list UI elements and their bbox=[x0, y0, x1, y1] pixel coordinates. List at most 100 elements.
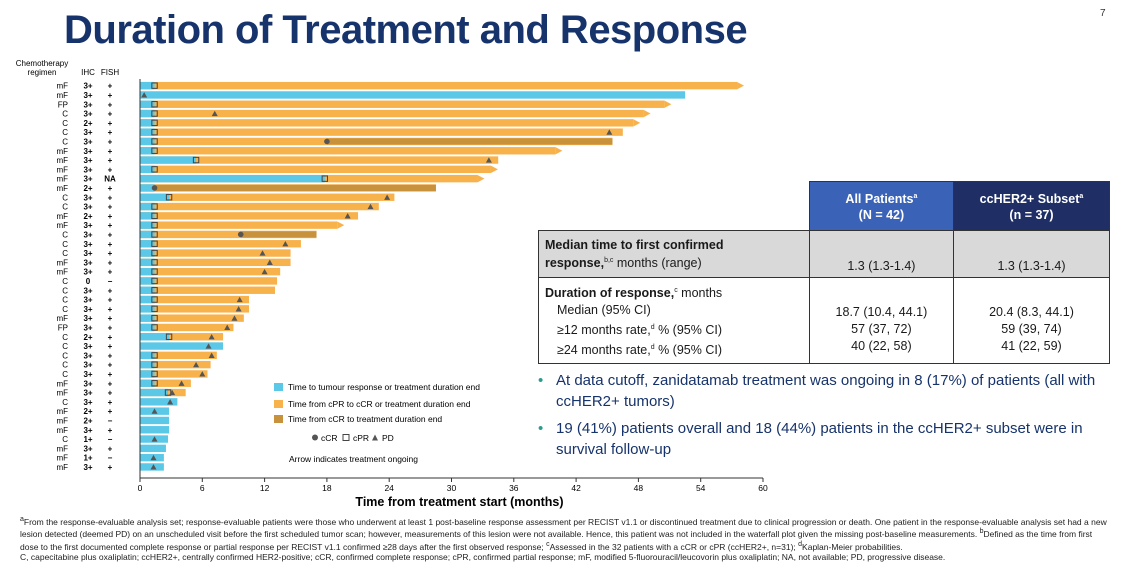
marker-cpr bbox=[151, 249, 158, 257]
regimen-label: mF bbox=[56, 175, 68, 184]
ihc-label: 3+ bbox=[83, 361, 92, 370]
marker-cpr bbox=[151, 287, 158, 294]
regimen-label: mF bbox=[56, 165, 68, 174]
regimen-header: Chemotherapy bbox=[16, 59, 68, 68]
regimen-label: C bbox=[62, 240, 68, 249]
row-dor: Duration of response,c months Median (95… bbox=[538, 276, 1111, 365]
regimen-label: C bbox=[62, 351, 68, 360]
bar-cyan bbox=[140, 174, 325, 183]
bar-cyan bbox=[140, 91, 686, 99]
regimen-label: mF bbox=[56, 268, 68, 277]
marker-ccr bbox=[324, 138, 330, 145]
bar-orange bbox=[140, 351, 217, 360]
bar-cyan bbox=[140, 119, 155, 127]
bar-orange bbox=[140, 156, 499, 164]
ihc-label: 3+ bbox=[83, 165, 92, 174]
marker-cpr bbox=[151, 361, 158, 368]
bar-cyan bbox=[140, 416, 170, 425]
bar-dark bbox=[154, 184, 436, 192]
ihc-header: IHC bbox=[81, 68, 95, 77]
marker-pd bbox=[169, 389, 176, 396]
marker-pd bbox=[151, 436, 158, 442]
fish-label: + bbox=[108, 100, 113, 109]
marker-cpr bbox=[151, 82, 158, 89]
bar-cyan bbox=[140, 193, 170, 201]
bar-cyan bbox=[140, 286, 155, 294]
bar-cyan bbox=[140, 398, 178, 406]
legend-label: Time to tumour response or treatment dur… bbox=[288, 382, 480, 392]
bar-cyan bbox=[140, 184, 155, 192]
regimen-label: mF bbox=[56, 389, 68, 398]
bar-orange bbox=[140, 323, 234, 332]
bar-orange bbox=[140, 379, 191, 387]
col-header-all: All Patientsa (N = 42) bbox=[808, 181, 954, 231]
fish-label: + bbox=[108, 361, 113, 370]
ihc-label: 3+ bbox=[83, 258, 92, 267]
bar-orange bbox=[140, 277, 278, 285]
bar-cyan bbox=[140, 277, 155, 285]
regimen-label: mF bbox=[56, 314, 68, 323]
fish-label: + bbox=[108, 82, 113, 91]
x-tick-label: 30 bbox=[447, 483, 457, 493]
bar-cyan bbox=[140, 267, 155, 276]
bar-orange bbox=[140, 286, 275, 294]
fish-label: − bbox=[108, 277, 113, 286]
marker-cpr bbox=[151, 231, 158, 238]
legend-swatch bbox=[274, 415, 283, 423]
bar-orange bbox=[140, 221, 338, 229]
ihc-label: 3+ bbox=[83, 342, 92, 351]
fish-label: + bbox=[108, 258, 113, 267]
fish-label: + bbox=[108, 156, 113, 165]
fish-label: + bbox=[108, 370, 113, 379]
bar-cyan bbox=[140, 379, 155, 387]
x-tick-label: 54 bbox=[696, 483, 706, 493]
marker-pd bbox=[208, 352, 215, 358]
regimen-label: mF bbox=[56, 379, 68, 388]
marker-pd bbox=[205, 343, 212, 349]
fish-label: + bbox=[108, 305, 113, 314]
bar-cyan bbox=[140, 212, 155, 220]
ihc-label: 2+ bbox=[83, 416, 92, 425]
marker-cpr bbox=[151, 305, 158, 313]
marker-pd bbox=[199, 371, 206, 377]
ihc-label: 3+ bbox=[83, 398, 92, 407]
marker-pd bbox=[150, 454, 157, 461]
bar-cyan bbox=[140, 230, 155, 239]
ongoing-arrow bbox=[643, 109, 651, 118]
bar-orange bbox=[140, 81, 738, 90]
bar-orange bbox=[140, 128, 623, 136]
marker-cpr bbox=[151, 324, 158, 331]
regimen-label: C bbox=[62, 119, 68, 128]
marker-pd bbox=[211, 110, 218, 117]
ihc-label: 3+ bbox=[83, 221, 92, 230]
marker-pd bbox=[367, 203, 374, 210]
marker-cpr bbox=[151, 296, 158, 303]
ihc-label: 3+ bbox=[83, 370, 92, 379]
marker-cpr bbox=[151, 203, 158, 210]
footnotes: aFrom the response-evaluable analysis se… bbox=[20, 516, 1107, 562]
regimen-label: mF bbox=[56, 184, 68, 193]
regimen-label: C bbox=[62, 128, 68, 137]
marker-cpr bbox=[151, 221, 158, 229]
ihc-label: 3+ bbox=[83, 286, 92, 295]
regimen-label: mF bbox=[56, 463, 68, 472]
marker-pd bbox=[141, 92, 148, 98]
regimen-label: mF bbox=[56, 258, 68, 267]
ihc-label: 3+ bbox=[83, 230, 92, 239]
fish-label: + bbox=[108, 221, 113, 230]
bar-orange bbox=[140, 267, 281, 276]
ihc-label: 2+ bbox=[83, 184, 92, 193]
marker-cpr bbox=[321, 175, 329, 182]
ihc-label: 3+ bbox=[83, 296, 92, 305]
bar-orange bbox=[140, 230, 317, 239]
marker-pd bbox=[208, 333, 215, 340]
marker-pd bbox=[261, 268, 268, 275]
regimen-label: mF bbox=[56, 82, 68, 91]
marker-pd bbox=[236, 296, 243, 303]
bar-orange bbox=[140, 147, 556, 155]
marker-pd bbox=[282, 240, 289, 247]
bar-orange bbox=[140, 100, 665, 108]
fish-label: NA bbox=[104, 175, 116, 184]
legend-arrow-note: Arrow indicates treatment ongoing bbox=[289, 454, 418, 464]
